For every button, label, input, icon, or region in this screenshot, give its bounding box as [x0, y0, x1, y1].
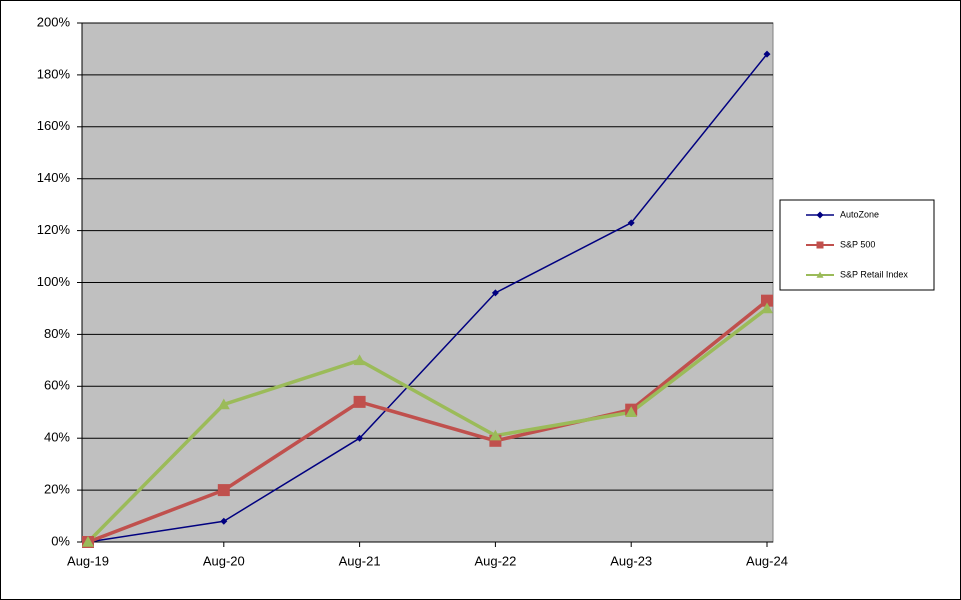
y-tick-label: 40%: [44, 430, 70, 445]
legend-label: S&P Retail Index: [840, 269, 908, 279]
x-tick-label: Aug-19: [67, 553, 109, 568]
marker: [489, 429, 502, 441]
series-line: [87, 53, 768, 543]
x-tick-label: Aug-21: [339, 553, 381, 568]
y-tick-label: 0%: [51, 533, 70, 548]
marker: [763, 50, 771, 58]
marker: [356, 434, 364, 442]
marker: [761, 294, 773, 307]
legend-label: AutoZone: [840, 209, 879, 219]
legend-marker: [816, 271, 824, 278]
x-tick-label: Aug-22: [474, 553, 516, 568]
marker: [761, 302, 773, 314]
y-tick-label: 180%: [37, 66, 71, 81]
legend-marker: [816, 211, 824, 219]
marker: [353, 354, 366, 366]
marker: [625, 406, 638, 418]
x-tick-label: Aug-24: [746, 553, 788, 568]
marker: [217, 398, 230, 410]
series-line: [87, 299, 769, 544]
y-tick-label: 200%: [37, 14, 71, 29]
x-tick-label: Aug-23: [610, 553, 652, 568]
marker: [220, 517, 228, 525]
marker: [491, 289, 499, 297]
y-tick-label: 80%: [44, 326, 70, 341]
y-tick-label: 100%: [37, 274, 71, 289]
y-tick-label: 160%: [37, 118, 71, 133]
marker: [353, 395, 366, 408]
series-line: [86, 307, 769, 544]
y-tick-label: 140%: [37, 170, 71, 185]
legend-label: S&P 500: [840, 239, 875, 249]
y-tick-label: 20%: [44, 482, 70, 497]
legend-box: [779, 199, 935, 291]
marker: [217, 484, 230, 497]
y-tick-label: 120%: [37, 222, 71, 237]
marker: [627, 219, 635, 227]
legend-marker: [816, 241, 824, 249]
marker: [82, 536, 94, 547]
x-tick-label: Aug-20: [203, 553, 245, 568]
y-tick-label: 60%: [44, 378, 70, 393]
